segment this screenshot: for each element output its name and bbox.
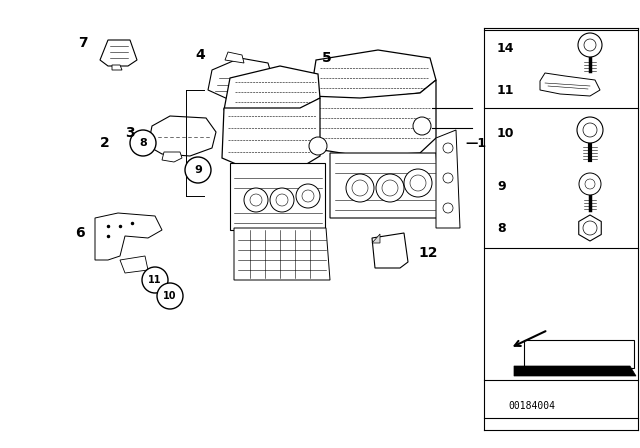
Circle shape <box>443 203 453 213</box>
Polygon shape <box>234 228 330 280</box>
Polygon shape <box>540 73 600 96</box>
Circle shape <box>413 117 431 135</box>
Circle shape <box>244 188 268 212</box>
Polygon shape <box>579 215 601 241</box>
Polygon shape <box>524 340 634 368</box>
Text: 6: 6 <box>75 226 85 240</box>
Text: 7: 7 <box>78 36 88 50</box>
Text: 5: 5 <box>322 51 332 65</box>
Circle shape <box>404 169 432 197</box>
Polygon shape <box>95 213 162 260</box>
Text: 8: 8 <box>139 138 147 148</box>
Text: 3: 3 <box>125 126 135 140</box>
Polygon shape <box>278 76 308 92</box>
Circle shape <box>579 173 601 195</box>
Polygon shape <box>372 233 408 268</box>
Circle shape <box>185 157 211 183</box>
Polygon shape <box>224 66 320 116</box>
Text: 10: 10 <box>163 291 177 301</box>
Polygon shape <box>148 116 216 156</box>
Circle shape <box>250 194 262 206</box>
Text: 11: 11 <box>497 83 515 96</box>
Text: 9: 9 <box>497 180 506 193</box>
Text: 12: 12 <box>418 246 438 260</box>
Circle shape <box>583 221 597 235</box>
Circle shape <box>270 188 294 212</box>
Polygon shape <box>222 98 320 170</box>
Circle shape <box>443 143 453 153</box>
Polygon shape <box>230 163 325 230</box>
Circle shape <box>577 117 603 143</box>
Text: 10: 10 <box>497 126 515 139</box>
Circle shape <box>157 283 183 309</box>
Polygon shape <box>330 153 440 218</box>
Text: 4: 4 <box>195 48 205 62</box>
Circle shape <box>382 180 398 196</box>
Polygon shape <box>372 234 380 243</box>
Circle shape <box>346 174 374 202</box>
Circle shape <box>130 130 156 156</box>
Polygon shape <box>436 130 460 228</box>
Polygon shape <box>120 256 148 273</box>
Circle shape <box>276 194 288 206</box>
Circle shape <box>443 173 453 183</box>
Polygon shape <box>208 58 274 100</box>
Polygon shape <box>310 50 436 100</box>
Circle shape <box>584 39 596 51</box>
Text: 8: 8 <box>497 221 506 234</box>
Circle shape <box>142 267 168 293</box>
Circle shape <box>585 179 595 189</box>
Text: 14: 14 <box>497 42 515 55</box>
Circle shape <box>583 123 597 137</box>
Circle shape <box>352 180 368 196</box>
Text: 11: 11 <box>148 275 162 285</box>
Circle shape <box>309 137 327 155</box>
Circle shape <box>376 174 404 202</box>
Text: —1: —1 <box>465 137 486 150</box>
Circle shape <box>302 190 314 202</box>
Text: 2: 2 <box>100 136 110 150</box>
Polygon shape <box>112 65 122 70</box>
Polygon shape <box>225 52 244 63</box>
Polygon shape <box>100 40 137 66</box>
Circle shape <box>578 33 602 57</box>
Polygon shape <box>514 366 636 376</box>
Polygon shape <box>162 152 182 162</box>
Circle shape <box>296 184 320 208</box>
Circle shape <box>410 175 426 191</box>
Polygon shape <box>310 80 436 156</box>
Text: 9: 9 <box>194 165 202 175</box>
Text: 00184004: 00184004 <box>508 401 555 411</box>
